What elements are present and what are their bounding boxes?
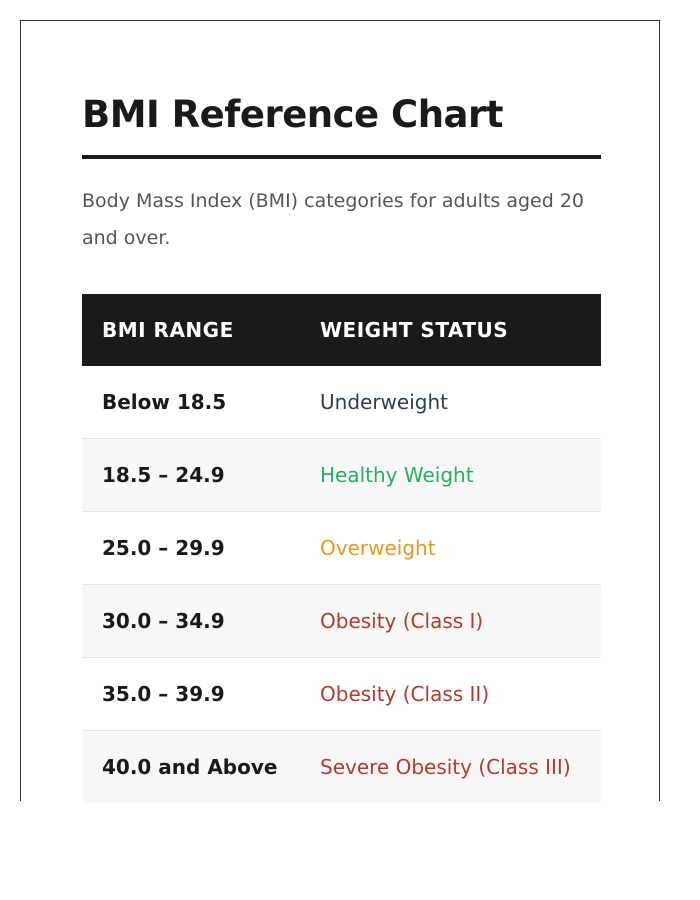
title-divider: [82, 155, 601, 159]
weight-status-cell: Obesity (Class II): [320, 682, 490, 706]
bmi-table: BMI RANGE WEIGHT STATUS Below 18.5 Under…: [82, 294, 601, 803]
table-row: Below 18.5 Underweight: [82, 366, 601, 439]
weight-status-cell: Overweight: [320, 536, 436, 560]
table-header: BMI RANGE WEIGHT STATUS: [82, 294, 601, 366]
table-row: 18.5 – 24.9 Healthy Weight: [82, 439, 601, 512]
bmi-range-cell: 25.0 – 29.9: [102, 536, 225, 560]
bmi-range-cell: 18.5 – 24.9: [102, 463, 225, 487]
bmi-range-cell: 35.0 – 39.9: [102, 682, 225, 706]
table-row: 40.0 and Above Severe Obesity (Class III…: [82, 731, 601, 803]
header-weight-status: WEIGHT STATUS: [320, 318, 509, 342]
header-bmi-range: BMI RANGE: [102, 318, 234, 342]
weight-status-cell: Underweight: [320, 390, 448, 414]
weight-status-cell: Severe Obesity (Class III): [320, 755, 571, 779]
bmi-range-cell: 30.0 – 34.9: [102, 609, 225, 633]
weight-status-cell: Healthy Weight: [320, 463, 474, 487]
table-row: 25.0 – 29.9 Overweight: [82, 512, 601, 585]
bmi-range-cell: 40.0 and Above: [102, 755, 278, 779]
table-row: 35.0 – 39.9 Obesity (Class II): [82, 658, 601, 731]
page-title: BMI Reference Chart: [82, 93, 503, 136]
table-row: 30.0 – 34.9 Obesity (Class I): [82, 585, 601, 658]
weight-status-cell: Obesity (Class I): [320, 609, 484, 633]
page-description: Body Mass Index (BMI) categories for adu…: [82, 190, 584, 249]
bmi-card: BMI Reference Chart Body Mass Index (BMI…: [20, 20, 660, 803]
bmi-range-cell: Below 18.5: [102, 390, 227, 414]
